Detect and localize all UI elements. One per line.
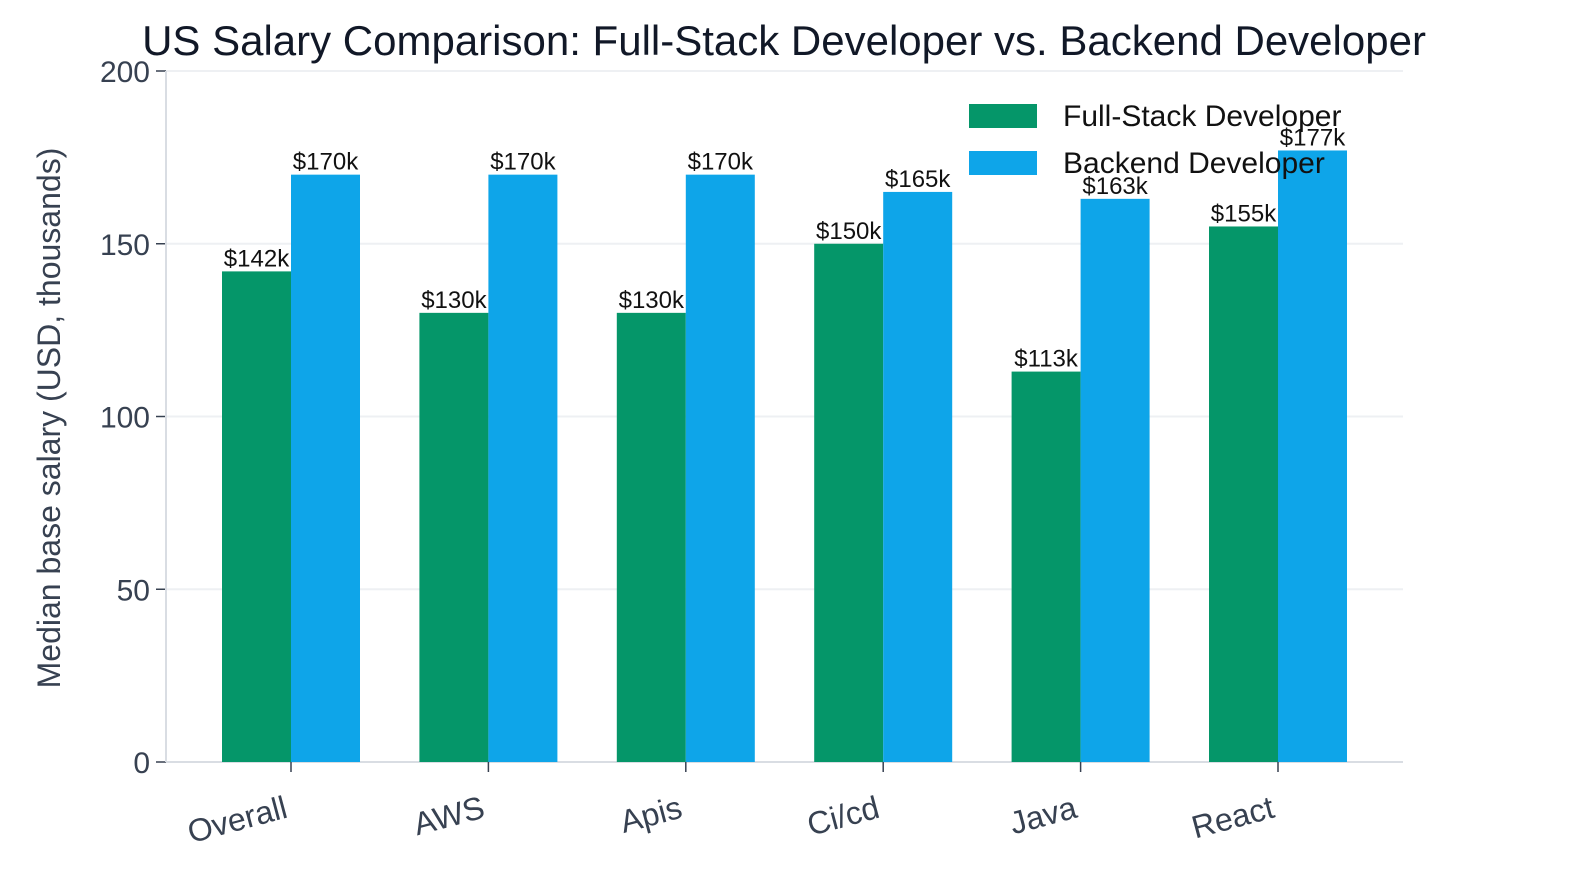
y-tick-label: 0 (133, 747, 150, 780)
data-label: $170k (293, 149, 359, 176)
legend-label-full-stack: Full-Stack Developer (1063, 100, 1341, 133)
chart-title: US Salary Comparison: Full-Stack Develop… (142, 17, 1426, 64)
x-tick-label: Java (1006, 789, 1081, 841)
y-axis-label: Median base salary (USD, thousands) (31, 148, 67, 689)
bar-backend-overall (291, 174, 360, 762)
x-tick-label: React (1188, 789, 1278, 845)
x-tick-label: Overall (184, 789, 291, 850)
legend-label-backend: Backend Developer (1063, 147, 1325, 180)
bar-backend-java (1080, 198, 1150, 762)
data-label: $130k (619, 287, 685, 314)
legend-swatch-full-stack (969, 104, 1037, 128)
data-label: $113k (1014, 346, 1079, 373)
legend: Full-Stack Developer Backend Developer (969, 100, 1341, 180)
y-tick-label: 150 (100, 229, 150, 262)
x-tick-label: AWS (410, 789, 489, 842)
y-tick-label: 50 (117, 574, 150, 607)
y-tick-label: 200 (100, 56, 150, 89)
data-labels: $142k $170k $130k $170k $130k $170k $150k$165k… (224, 124, 1346, 372)
y-axis: 0 50 100 150 200 (100, 56, 167, 780)
y-tick-label: 100 (100, 402, 150, 435)
bar-full-stack-react (1209, 226, 1278, 763)
bar-backend-react (1278, 150, 1347, 763)
data-label: $170k (688, 149, 754, 176)
bar-full-stack-apis (616, 312, 686, 762)
data-label: $142k (224, 245, 290, 272)
bar-full-stack-java (1011, 371, 1081, 762)
legend-swatch-backend (969, 151, 1037, 175)
data-label: $163k (1082, 173, 1148, 200)
bar-backend-aws (488, 174, 558, 762)
x-tick-label: Apis (616, 789, 685, 840)
data-label: $170k (490, 149, 556, 176)
grid-lines (166, 70, 1403, 591)
x-tick-label: Ci/cd (803, 789, 883, 843)
data-label: $177k (1280, 124, 1346, 151)
data-label: $150k (816, 218, 882, 245)
bars (222, 150, 1347, 763)
bar-full-stack-overall (222, 271, 291, 762)
bar-backend-apis (685, 174, 755, 762)
data-label: $165k (885, 166, 951, 193)
bar-full-stack-aws (419, 312, 489, 762)
x-axis: Overall AWS Apis Ci/cd Java React (166, 761, 1403, 850)
bar-full-stack-ci-cd (814, 243, 884, 762)
data-label: $130k (421, 287, 487, 314)
data-label: $155k (1211, 200, 1277, 227)
bar-backend-ci-cd (883, 191, 953, 763)
